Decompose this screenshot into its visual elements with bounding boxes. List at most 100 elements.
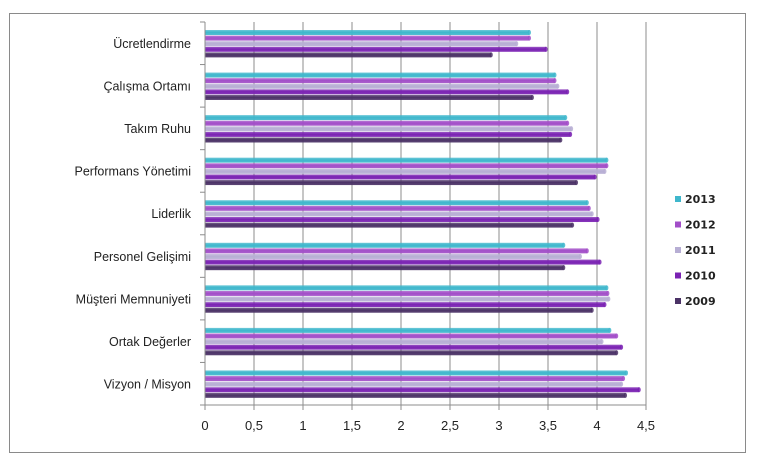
bar-2011 (205, 83, 558, 89)
bar-2011 (205, 41, 517, 47)
bar-cap (515, 41, 519, 47)
bar-cap (566, 89, 570, 95)
bar-cap (637, 387, 641, 393)
bar-cap (559, 137, 563, 143)
bar-cap (562, 242, 566, 248)
legend-label-2013: 2013 (685, 193, 716, 206)
bar-2009 (205, 222, 573, 228)
legend-marker-2013 (675, 196, 681, 202)
bar-cap (570, 222, 575, 228)
legend-label-2009: 2009 (685, 295, 716, 308)
category-label: Ücretlendirme (113, 37, 191, 51)
bar-2013 (205, 157, 607, 163)
bar-2011 (205, 381, 622, 387)
bar-2010 (205, 302, 605, 308)
x-tick-label: 2 (397, 418, 404, 433)
bar-cap (596, 217, 600, 223)
bar-cap (553, 72, 557, 78)
bar-cap (624, 370, 629, 376)
bar-2010 (205, 46, 547, 52)
x-tick-label: 1 (299, 418, 306, 433)
x-tick-label: 3 (495, 418, 502, 433)
legend-label-2012: 2012 (685, 219, 716, 232)
bar-cap (621, 376, 626, 382)
category-label: Personel Gelişimi (94, 250, 191, 264)
bar-2009 (205, 137, 561, 143)
bar-cap (527, 30, 531, 35)
bar-2013 (205, 72, 555, 78)
bar-2010 (205, 174, 596, 180)
bar-cap (544, 46, 548, 52)
bar-cap (605, 285, 609, 291)
bar-cap (568, 131, 573, 137)
bar-cap (585, 200, 589, 206)
bar-2013 (205, 30, 530, 35)
bar-2013 (205, 327, 610, 333)
bar-2012 (205, 205, 590, 211)
legend: 2013 2012 2011 2010 2009 (675, 193, 716, 308)
bar-2010 (205, 344, 622, 350)
category-label: Müşteri Memnuniyeti (76, 292, 191, 306)
bar-cap (598, 259, 602, 265)
bar-2012 (205, 78, 555, 84)
x-tick-label: 4,5 (637, 418, 655, 433)
bars (205, 30, 641, 398)
bar-2009 (205, 180, 577, 186)
bar-cap (603, 168, 607, 174)
legend-label-2011: 2011 (685, 244, 716, 257)
x-tick-label: 0,5 (245, 418, 263, 433)
bar-2011 (205, 253, 581, 259)
bar-2012 (205, 248, 588, 254)
bar-2013 (205, 242, 564, 248)
x-tick-label: 3,5 (539, 418, 557, 433)
bar-cap (603, 302, 607, 308)
legend-marker-2012 (675, 221, 681, 228)
bar-2012 (205, 376, 624, 382)
bar-cap (587, 205, 591, 211)
bar-cap (564, 115, 568, 121)
bar-cap (623, 392, 628, 398)
bar-cap (606, 290, 610, 296)
bar-cap (569, 126, 574, 132)
x-tick-label: 0 (201, 418, 208, 433)
bar-2011 (205, 211, 593, 217)
bar-cap (615, 333, 619, 339)
bar-cap (556, 83, 560, 89)
bar-cap (527, 35, 531, 41)
bar-2010 (205, 259, 600, 265)
bar-2011 (205, 126, 572, 132)
bar-cap (608, 327, 612, 333)
category-label: Takım Ruhu (124, 122, 191, 136)
bar-2011 (205, 296, 609, 302)
bar-cap (566, 120, 570, 126)
bar-2009 (205, 265, 564, 271)
bar-2012 (205, 290, 608, 296)
category-label: Vizyon / Misyon (104, 377, 191, 391)
bar-2011 (205, 168, 605, 174)
bar-cap (590, 307, 594, 313)
category-label: Liderlik (151, 207, 191, 221)
bar-2009 (205, 94, 533, 100)
bar-cap (562, 265, 566, 271)
category-label: Çalışma Ortamı (103, 80, 191, 94)
x-tick-label: 4 (593, 418, 600, 433)
bar-2013 (205, 370, 627, 376)
category-label: Ortak Değerler (109, 335, 191, 349)
bar-2010 (205, 131, 571, 137)
bar-2013 (205, 200, 588, 206)
bar-cap (590, 211, 594, 217)
bar-cap (530, 94, 534, 100)
bar-2009 (205, 307, 593, 313)
bar-2010 (205, 89, 568, 95)
bar-cap (605, 163, 609, 169)
bar-cap (605, 157, 609, 163)
category-label: Performans Yönetimi (75, 165, 192, 179)
bar-2009 (205, 392, 626, 398)
bar-cap (615, 350, 619, 356)
legend-marker-2009 (675, 298, 681, 304)
bar-cap (600, 339, 604, 345)
bar-2012 (205, 163, 607, 169)
bar-2010 (205, 217, 598, 223)
axes (200, 21, 647, 410)
